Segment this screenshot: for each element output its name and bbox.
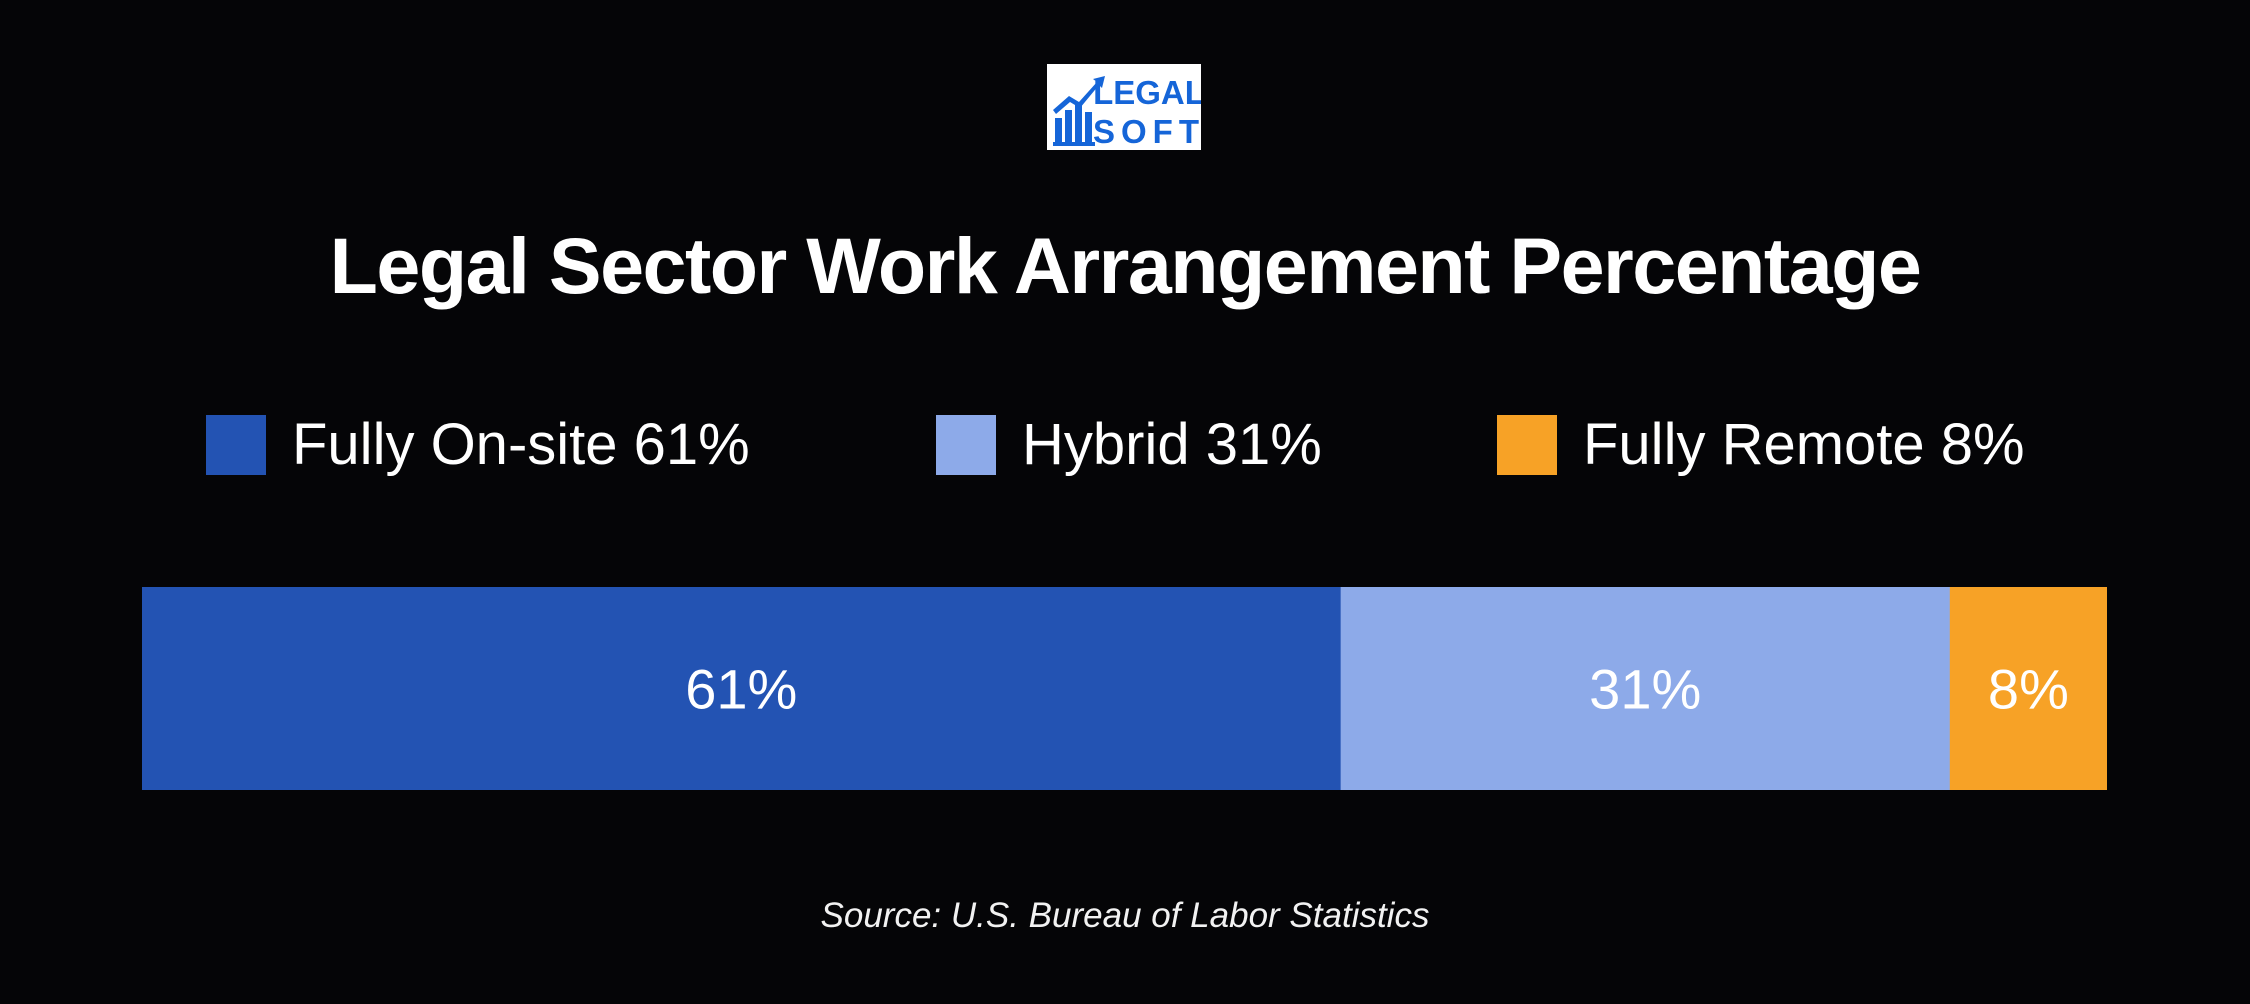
bar-segment-fully-remote (1949, 587, 2107, 790)
stacked-bar: 61% 31% 8% (142, 587, 2107, 790)
data-label-fully-onsite: 61% (685, 658, 797, 721)
legend-label-fully-onsite: Fully On-site 61% (292, 412, 750, 477)
legend-item-hybrid: Hybrid 31% (936, 410, 1322, 480)
logo-text-line1: LEGAL (1093, 74, 1201, 111)
bar-segment-hybrid (1340, 587, 1951, 790)
legend-swatch-fully-onsite (206, 415, 266, 475)
chart-title: Legal Sector Work Arrangement Percentage (329, 221, 1922, 310)
logo-text-line2: SOFT (1093, 113, 1201, 150)
data-label-fully-remote: 8% (1988, 658, 2069, 721)
source-note: Source: U.S. Bureau of Labor Statistics (820, 896, 1430, 935)
data-label-hybrid: 31% (1589, 658, 1701, 721)
stacked-bar-svg: 61% 31% 8% (142, 587, 2107, 790)
legend-swatch-hybrid (936, 415, 996, 475)
legalsoft-logo: LEGAL SOFT (1047, 64, 1201, 150)
bar-segment-fully-onsite (142, 587, 1342, 790)
legend-label-fully-remote: Fully Remote 8% (1583, 412, 2025, 477)
legend-item-fully-onsite: Fully On-site 61% (206, 410, 750, 480)
legend-label-hybrid: Hybrid 31% (1022, 412, 1322, 477)
legend-swatch-fully-remote (1497, 415, 1557, 475)
chart-legend: Fully On-site 61% Hybrid 31% Fully Remot… (0, 410, 2250, 480)
logo-graphic: LEGAL SOFT (1053, 74, 1201, 150)
legend-item-fully-remote: Fully Remote 8% (1497, 410, 2025, 480)
